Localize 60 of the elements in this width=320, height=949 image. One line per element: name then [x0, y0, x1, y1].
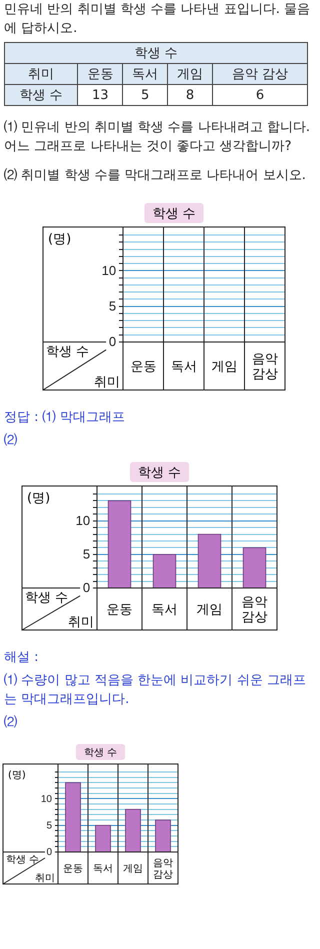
- text: 정답 : ⑴ 막대그래프: [4, 409, 126, 427]
- text: 학생 수: [4, 84, 78, 106]
- text: 학생 수: [46, 344, 90, 360]
- y-tick-label: 0: [46, 847, 52, 858]
- data-label: 6: [212, 84, 308, 106]
- text: 민유네 반의 취미별 학생 수를 나타낸 표입니다. 물음에 답하시오.: [4, 1, 312, 38]
- bar: [155, 820, 171, 852]
- text: ⑴ 수량이 많고 적음을 한눈에 비교하기 쉬운 그래프는 막대그래프입니다.: [4, 672, 307, 709]
- data-label: 5: [122, 84, 168, 106]
- y-tick-label: 5: [82, 546, 90, 562]
- text: ⑴ 민유네 반의 취미별 학생 수를 나타내려고 합니다. 어느 그래프로 나타내는 것이 좋다고 생각합니까?: [4, 119, 312, 156]
- text: 학생 수: [25, 590, 68, 606]
- x-tick-label: 독서: [170, 360, 197, 375]
- category-label: 게임: [168, 64, 212, 84]
- text: ⑵ 취미별 학생 수를 막대그래프로 나타내어 보시오.: [4, 167, 307, 185]
- x-axis-title: 취미: [68, 615, 94, 630]
- bar: [108, 500, 132, 588]
- y-tick-label: 5: [108, 298, 116, 314]
- bar: [242, 547, 266, 588]
- text: 학생 수: [6, 854, 40, 866]
- bar: [125, 808, 141, 852]
- x-tick-label: 운동: [130, 360, 156, 375]
- y-tick-label: 10: [40, 794, 52, 805]
- x-tick-label: 게임: [211, 360, 238, 375]
- x-axis-title: 취미: [94, 375, 120, 390]
- y-axis-title: (명): [27, 490, 50, 506]
- y-tick-label: 0: [108, 334, 116, 350]
- x-tick-label: 운동: [63, 864, 83, 874]
- bar: [152, 554, 176, 588]
- x-tick-label: 독서: [93, 864, 113, 874]
- bar: [65, 782, 81, 852]
- text: 해설 :: [4, 649, 40, 667]
- y-tick-label: 0: [82, 580, 90, 596]
- bar: [198, 534, 222, 588]
- bar: [95, 824, 111, 852]
- y-tick-label: 10: [76, 513, 90, 528]
- x-tick-label: 독서: [152, 602, 178, 618]
- x-tick-label: 음악 감상: [242, 595, 268, 626]
- chart-title: 학생 수: [84, 748, 118, 758]
- x-tick-label: 게임: [196, 602, 222, 618]
- x-tick-label: 운동: [106, 602, 132, 618]
- x-tick-label: 음악 감상: [252, 352, 278, 382]
- text: ⑵: [4, 714, 18, 732]
- x-tick-label: 음악 감상: [153, 858, 173, 880]
- y-axis-title: (명): [8, 770, 26, 781]
- category-label: 음악 감상: [212, 64, 308, 84]
- category-label: 운동: [78, 64, 123, 84]
- y-tick-label: 10: [102, 262, 116, 278]
- data-label: 13: [78, 84, 123, 106]
- x-axis-title: 취미: [35, 873, 55, 884]
- text: 취미: [4, 64, 78, 84]
- category-label: 독서: [122, 64, 168, 84]
- chart-title: 학생 수: [152, 206, 196, 222]
- text: ⑵: [4, 432, 18, 450]
- y-axis-title: (명): [48, 232, 72, 247]
- y-tick-label: 5: [46, 820, 52, 832]
- data-label: 8: [168, 84, 212, 106]
- x-tick-label: 게임: [123, 864, 143, 874]
- chart-title: 학생 수: [138, 466, 182, 481]
- text: 학생 수: [4, 42, 308, 64]
